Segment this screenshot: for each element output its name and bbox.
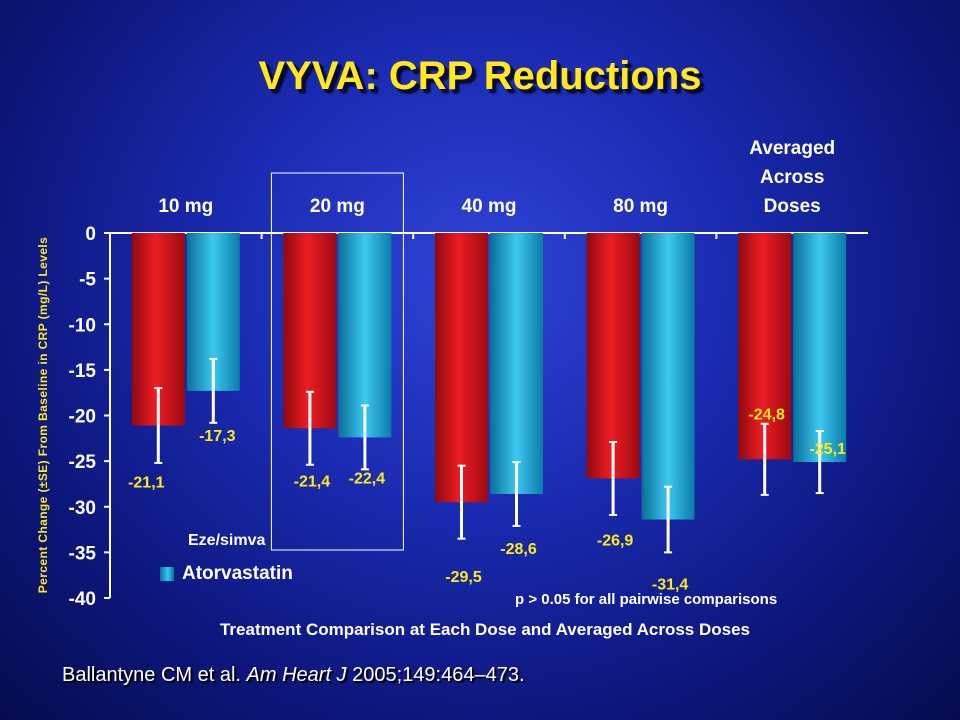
category-label-line: Across: [759, 167, 825, 188]
bar-atorvastatin-4: [793, 233, 847, 463]
legend-label-atorvastatin: Atorvastatin: [182, 563, 293, 584]
category-label-line: 10 mg: [158, 196, 214, 217]
y-axis-title: Percent Change (±SE) From Baseline in CR…: [36, 236, 50, 594]
data-label: -25,1: [809, 441, 846, 458]
legend-swatch-atorvastatin: [160, 567, 174, 581]
category-label: 10 mg: [116, 192, 256, 221]
citation: Ballantyne CM et al. Am Heart J 2005;149…: [62, 664, 525, 687]
data-label: -28,6: [500, 541, 537, 558]
y-tick-label: 0: [85, 224, 96, 245]
data-label: -24,8: [748, 406, 785, 423]
bar-eze-simva-2: [435, 233, 488, 503]
category-label-line: Doses: [763, 196, 821, 217]
bar-eze-simva-3: [586, 233, 640, 479]
bar-eze-simva-4: [738, 233, 792, 460]
category-label-line: Averaged: [749, 138, 836, 159]
x-axis-title: Treatment Comparison at Each Dose and Av…: [219, 620, 750, 639]
y-tick-label: -15: [69, 361, 97, 382]
category-label: 40 mg: [419, 192, 559, 221]
bar-atorvastatin-1: [338, 233, 392, 438]
data-label: -26,9: [597, 532, 634, 549]
citation-authors: Ballantyne CM et al.: [62, 664, 247, 686]
bar-atorvastatin-3: [641, 233, 695, 520]
y-tick-label: -25: [69, 452, 97, 473]
legend-item-eze-simva: Eze/simva: [188, 532, 266, 549]
y-tick-label: -20: [69, 407, 96, 428]
y-tick-label: -10: [69, 315, 96, 336]
category-label-line: 20 mg: [309, 196, 365, 217]
citation-journal: Am Heart J: [246, 664, 347, 686]
category-label: 80 mg: [571, 192, 711, 221]
legend-item-atorvastatin: Atorvastatin: [160, 563, 293, 585]
data-label: -31,4: [652, 577, 689, 594]
data-label: -22,4: [349, 470, 386, 487]
highlight-box: [270, 172, 404, 551]
p-value-note: p > 0.05 for all pairwise comparisons: [515, 591, 778, 608]
y-tick-label: -30: [69, 498, 96, 519]
y-tick-label: -35: [69, 543, 97, 564]
bar-atorvastatin-2: [490, 233, 543, 494]
data-label: -21,1: [128, 475, 165, 492]
data-label: -17,3: [199, 428, 236, 445]
category-label-line: 40 mg: [461, 196, 517, 217]
slide-title: VYVA: CRP Reductions: [258, 54, 702, 98]
citation-details: 2005;149:464–473.: [346, 664, 525, 686]
y-tick-label: -40: [69, 589, 96, 610]
category-label-line: 80 mg: [613, 196, 669, 217]
category-label: Averaged Across Doses: [722, 134, 862, 221]
y-tick-label: -5: [79, 270, 96, 291]
category-label: 20 mg: [267, 192, 407, 221]
data-label: -21,4: [294, 473, 331, 490]
data-label: -29,5: [445, 569, 482, 586]
